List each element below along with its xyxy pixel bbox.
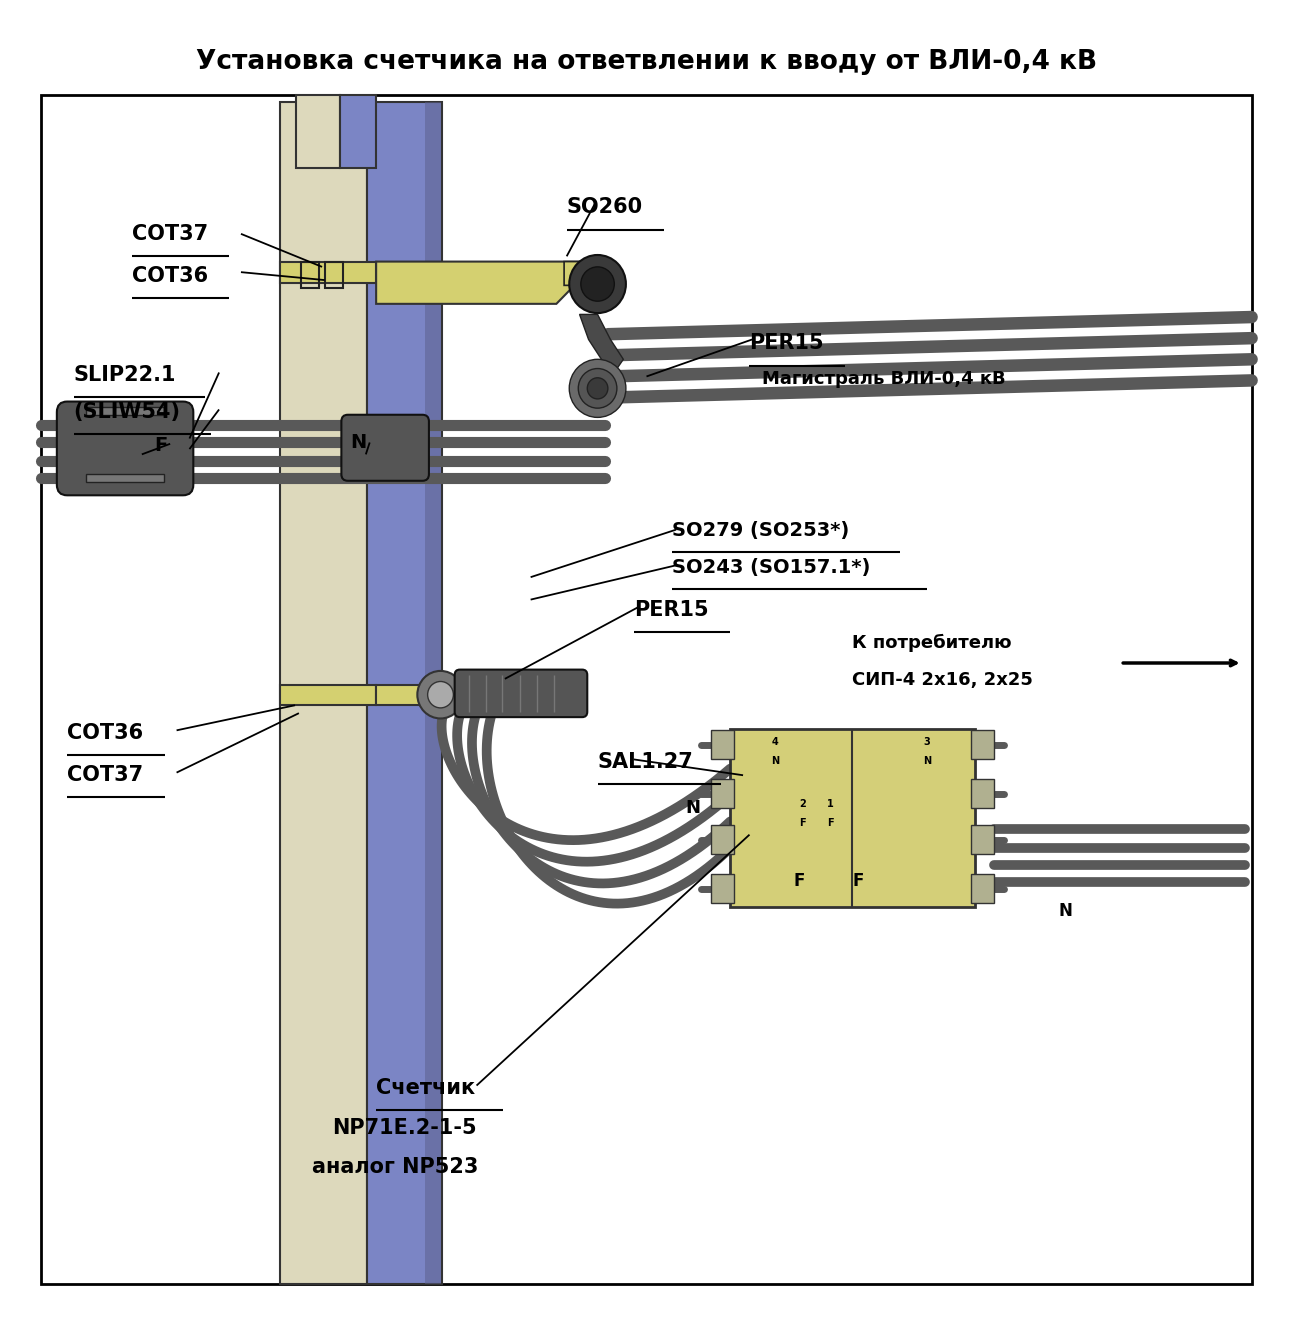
FancyBboxPatch shape [57,402,194,496]
Text: F: F [794,873,804,890]
Text: SAL1.27: SAL1.27 [597,752,693,772]
FancyBboxPatch shape [279,686,376,705]
Text: 2: 2 [799,800,806,809]
Polygon shape [579,314,623,373]
Circle shape [587,378,608,399]
FancyBboxPatch shape [711,780,734,809]
Text: F: F [155,436,168,455]
Text: СОТ36: СОТ36 [67,723,144,743]
Text: СОТ37: СОТ37 [132,224,208,244]
FancyBboxPatch shape [711,731,734,760]
FancyBboxPatch shape [41,95,1252,1284]
Text: N: N [1059,902,1072,920]
Text: SO260: SO260 [566,198,643,217]
FancyBboxPatch shape [971,874,994,903]
Polygon shape [376,261,579,304]
Circle shape [418,671,464,719]
FancyBboxPatch shape [341,415,429,481]
Text: PER15: PER15 [634,601,709,621]
Text: F: F [828,818,834,827]
FancyBboxPatch shape [455,670,587,717]
Text: СОТ37: СОТ37 [67,765,144,785]
FancyBboxPatch shape [971,780,994,809]
Text: Установка счетчика на ответвлении к вводу от ВЛИ-0,4 кВ: Установка счетчика на ответвлении к ввод… [197,49,1096,76]
Text: NP71E.2-1-5: NP71E.2-1-5 [332,1118,477,1138]
FancyBboxPatch shape [279,102,367,1284]
Text: N: N [771,756,780,765]
Text: F: F [852,873,864,890]
Text: Магистраль ВЛИ-0,4 кВ: Магистраль ВЛИ-0,4 кВ [763,370,1006,389]
Text: SLIP22.1: SLIP22.1 [74,365,176,385]
Text: аналог NP523: аналог NP523 [312,1158,478,1177]
Text: СОТ36: СОТ36 [132,267,208,286]
FancyBboxPatch shape [711,825,734,854]
Text: SO243 (SO157.1*): SO243 (SO157.1*) [672,558,870,577]
Circle shape [569,359,626,418]
FancyBboxPatch shape [971,825,994,854]
Circle shape [581,267,614,301]
Text: (SLIW54): (SLIW54) [74,402,181,422]
FancyBboxPatch shape [367,102,442,1284]
Text: Счетчик: Счетчик [376,1078,476,1098]
FancyBboxPatch shape [425,102,441,1284]
Text: N: N [923,756,931,765]
FancyBboxPatch shape [279,261,376,282]
FancyBboxPatch shape [87,407,164,415]
Text: СИП-4 2х16, 2х25: СИП-4 2х16, 2х25 [852,671,1033,690]
FancyBboxPatch shape [296,95,340,168]
FancyBboxPatch shape [87,475,164,483]
Circle shape [578,369,617,408]
Text: N: N [685,800,700,817]
Text: 1: 1 [828,800,834,809]
Circle shape [428,682,454,708]
Text: SO279 (SO253*): SO279 (SO253*) [672,521,850,541]
FancyBboxPatch shape [731,729,975,907]
Text: 4: 4 [772,737,778,748]
Polygon shape [376,686,477,705]
Text: F: F [799,818,806,827]
Text: PER15: PER15 [750,333,824,354]
FancyBboxPatch shape [971,731,994,760]
FancyBboxPatch shape [711,874,734,903]
FancyBboxPatch shape [340,95,376,168]
Polygon shape [564,261,595,285]
Circle shape [569,255,626,313]
Text: 3: 3 [923,737,931,748]
Text: К потребителю: К потребителю [852,634,1012,652]
Text: N: N [350,434,367,452]
